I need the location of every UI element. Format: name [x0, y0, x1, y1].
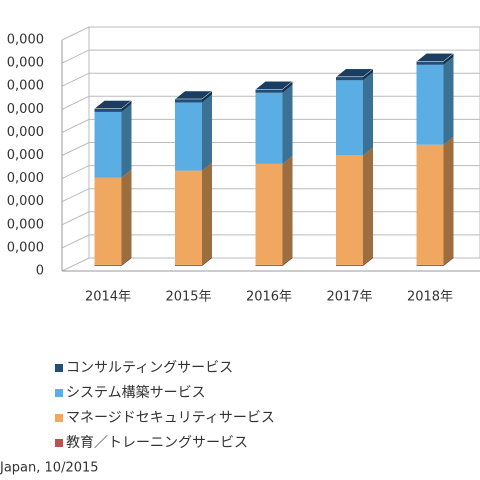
grid-line: [61, 49, 480, 64]
legend-label: マネージドセキュリティサービス: [66, 410, 275, 426]
bar-segment: [336, 155, 363, 265]
bar-side: [121, 256, 132, 266]
bar-segment: [255, 264, 283, 266]
bar-side: [443, 53, 454, 65]
x-tick-label: 2014年: [85, 290, 131, 305]
legend-label: システム構築サービス: [66, 385, 206, 401]
bar-side: [121, 100, 132, 112]
legend-swatch: [55, 389, 63, 397]
legend-label: 教育／トレーニングサービス: [66, 435, 248, 451]
y-tick-label: 0,000: [7, 125, 44, 140]
bar-side: [363, 256, 373, 266]
bar-side: [363, 68, 373, 81]
bar-segment: [416, 144, 444, 265]
bar-segment: [416, 264, 444, 266]
bar-segment: [255, 163, 283, 265]
bar-side: [282, 81, 293, 93]
x-tick-label: 2016年: [246, 290, 292, 305]
y-tick-label: 0,000: [7, 171, 44, 186]
y-tick-label: 0: [36, 264, 44, 279]
bar-side: [202, 256, 212, 266]
bar-side: [121, 169, 132, 265]
bar-segment: [94, 108, 122, 112]
bar-top: [415, 53, 455, 62]
bar-side: [443, 136, 454, 265]
bar-segment: [255, 89, 283, 93]
bar-segment: [175, 264, 202, 266]
bar-segment: [416, 61, 444, 65]
legend-label: コンサルティングサービス: [66, 360, 233, 376]
bar-segment: [175, 98, 202, 103]
bar-side: [202, 90, 212, 103]
y-tick-label: 0,000: [7, 194, 44, 209]
bar-side: [443, 56, 454, 145]
bar-segment: [416, 64, 444, 145]
x-tick-label: 2015年: [165, 290, 211, 305]
bar-segment: [336, 76, 363, 81]
legend-swatch: [55, 439, 63, 447]
bar-side: [121, 103, 132, 178]
source: Japan, 10/2015: [0, 461, 99, 476]
bar-segment: [255, 92, 283, 164]
bar-segment: [94, 264, 122, 266]
bar-side: [282, 155, 293, 265]
bar-side: [363, 72, 373, 156]
grid-line: [61, 26, 480, 41]
bar-segment: [175, 170, 202, 265]
legend: コンサルティングサービスシステム構築サービスマネージドセキュリティサービス教育／…: [55, 360, 275, 451]
legend-swatch: [55, 414, 63, 422]
bar-side: [282, 256, 293, 266]
x-tick-label: 2018年: [407, 290, 453, 305]
bar-segment: [336, 80, 363, 156]
bar-segment: [94, 177, 122, 265]
y-tick-label: 0,000: [7, 148, 44, 163]
y-tick-label: 0,000: [7, 217, 44, 232]
bar-top: [335, 68, 374, 78]
bar-top: [93, 100, 133, 109]
x-tick-label: 2017年: [326, 290, 372, 305]
y-tick-label: 0,000: [7, 33, 44, 48]
bar-side: [202, 162, 212, 265]
bar-side: [363, 147, 373, 265]
bar-segment: [94, 111, 122, 178]
bar-side: [282, 84, 293, 164]
y-tick-label: 0,000: [7, 240, 44, 255]
y-tick-label: 0,000: [7, 56, 44, 71]
bar-side: [443, 256, 454, 266]
bar-top: [174, 90, 213, 100]
y-tick-label: 0,000: [7, 102, 44, 117]
bar-top: [254, 81, 294, 90]
bar-segment: [336, 264, 363, 266]
bar-segment: [175, 102, 202, 171]
y-tick-label: 0,000: [7, 79, 44, 94]
legend-swatch: [55, 364, 63, 372]
bar-side: [202, 94, 212, 171]
